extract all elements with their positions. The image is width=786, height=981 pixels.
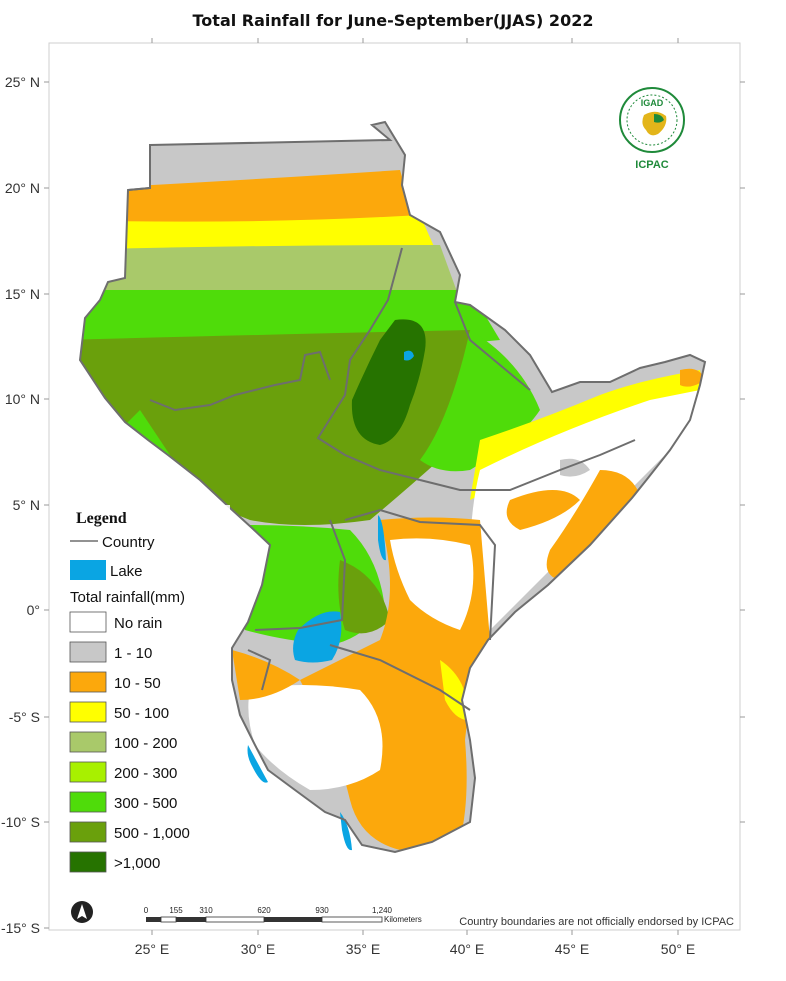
legend-class-label-3: 50 - 100	[114, 705, 169, 722]
lon-ticks	[151, 38, 679, 935]
legend-heading: Legend	[76, 510, 127, 527]
lake-malawi	[340, 812, 352, 851]
lake-tana	[404, 350, 414, 361]
map-title: Total Rainfall for June-September(JJAS) …	[192, 11, 594, 30]
legend-class-label-1: 1 - 10	[114, 645, 152, 662]
legend-lake-swatch	[70, 560, 106, 580]
logo-horn-shape	[654, 114, 664, 123]
lon-label-40e: 40° E	[450, 941, 484, 957]
scale-tick-310: 310	[199, 906, 213, 915]
legend-swatch-0	[69, 611, 107, 633]
scale-bar: 0 155 310 620 930 1,240 Kilometers	[144, 906, 422, 924]
scale-segment-5	[264, 917, 322, 922]
lat-labels: 25° N 20° N 15° N 10° N 5° N 0° -5° S -1…	[1, 74, 40, 936]
lake-turkana	[378, 515, 386, 561]
scale-segment-1	[146, 917, 161, 922]
legend-country-label: Country	[102, 534, 155, 551]
north-arrow-needle	[77, 904, 87, 919]
lat-label-15s: -15° S	[1, 920, 40, 936]
legend: Legend Country Lake Total rainfall(mm) N…	[66, 505, 230, 875]
disclaimer: Country boundaries are not officially en…	[459, 916, 734, 928]
scale-segment-2	[160, 916, 177, 923]
igad-logo: IGAD ICPAC	[619, 87, 685, 171]
legend-class-label-2: 10 - 50	[114, 675, 161, 692]
lat-label-0: 0°	[27, 602, 40, 618]
legend-swatch-3	[69, 701, 107, 723]
lon-label-25e: 25° E	[135, 941, 169, 957]
legend-swatch-5	[69, 761, 107, 783]
legend-swatch-2	[69, 671, 107, 693]
lon-labels: 25° E 30° E 35° E 40° E 45° E 50° E	[135, 941, 695, 957]
legend-class-label-8: >1,000	[114, 855, 160, 872]
legend-swatch-8	[69, 851, 107, 873]
legend-swatch-7	[69, 821, 107, 843]
scale-unit: Kilometers	[384, 915, 422, 924]
legend-swatch-4	[69, 731, 107, 753]
north-arrow-icon	[71, 901, 93, 923]
lon-label-45e: 45° E	[555, 941, 589, 957]
legend-rainfall-heading: Total rainfall(mm)	[70, 589, 185, 606]
scale-tick-155: 155	[169, 906, 183, 915]
lat-label-10n: 10° N	[5, 391, 40, 407]
scale-tick-620: 620	[257, 906, 271, 915]
scale-tick-1240: 1,240	[372, 906, 393, 915]
lon-label-30e: 30° E	[241, 941, 275, 957]
legend-class-label-5: 200 - 300	[114, 765, 177, 782]
logo-top-text: IGAD	[641, 98, 664, 108]
legend-swatch-1	[69, 641, 107, 663]
lat-label-10s: -10° S	[1, 814, 40, 830]
scale-tick-930: 930	[315, 906, 329, 915]
lon-label-35e: 35° E	[346, 941, 380, 957]
legend-classes: No rain 1 - 10 10 - 50 50 - 100 100 - 200 200…	[69, 611, 190, 873]
legend-class-label-0: No rain	[114, 615, 162, 632]
scale-segment-4	[205, 916, 265, 923]
lat-label-15n: 15° N	[5, 286, 40, 302]
legend-lake-label: Lake	[110, 563, 143, 580]
lake-victoria	[293, 611, 342, 663]
scale-segment-3	[176, 917, 206, 922]
scale-tick-0: 0	[144, 906, 149, 915]
scale-segment-6	[321, 916, 383, 923]
lat-label-5n: 5° N	[13, 497, 40, 513]
legend-class-label-4: 100 - 200	[114, 735, 177, 752]
lake-tanganyika	[247, 745, 268, 783]
lat-label-25n: 25° N	[5, 74, 40, 90]
logo-inner-ring	[626, 94, 678, 146]
lon-label-50e: 50° E	[661, 941, 695, 957]
lat-ticks	[44, 81, 745, 929]
logo-bottom-text: ICPAC	[635, 159, 668, 171]
lat-label-20n: 20° N	[5, 180, 40, 196]
legend-class-label-6: 300 - 500	[114, 795, 177, 812]
country-boundaries	[78, 120, 707, 854]
legend-swatch-6	[69, 791, 107, 813]
lat-label-5s: -5° S	[9, 709, 40, 725]
legend-class-label-7: 500 - 1,000	[114, 825, 190, 842]
